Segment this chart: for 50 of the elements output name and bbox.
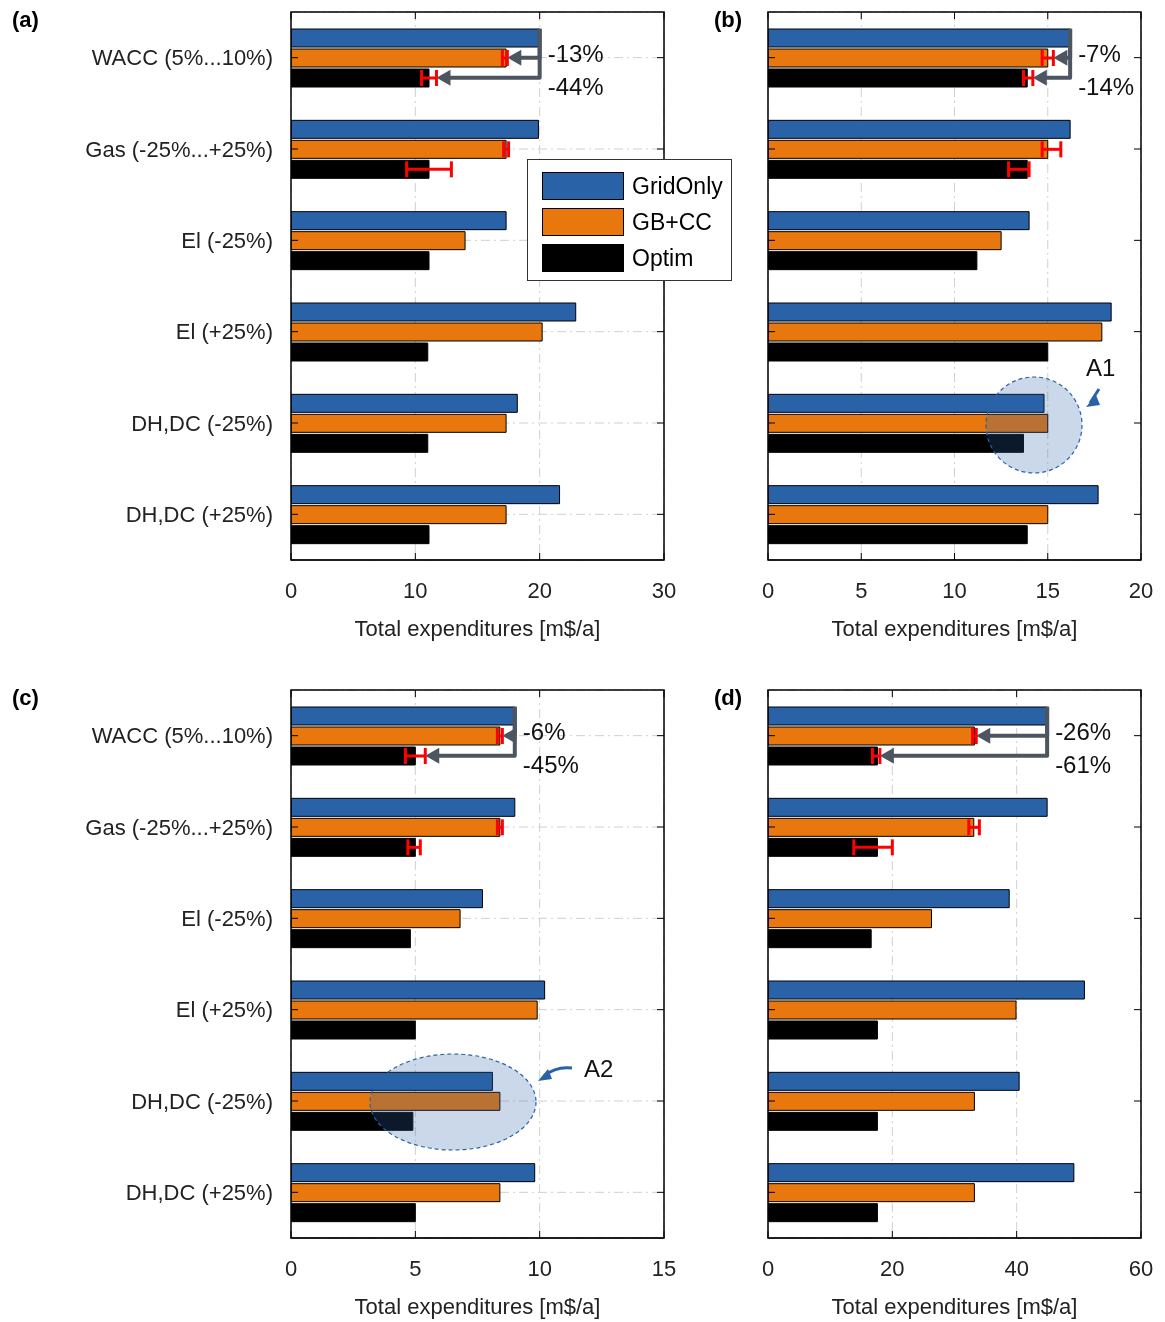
annotation: A1: [1086, 353, 1116, 381]
y-tick-label: El (+25%): [175, 997, 273, 1023]
x-tick-label: 15: [651, 1255, 677, 1281]
x-tick-label: 10: [942, 577, 967, 603]
x-tick-label: 20: [1128, 577, 1154, 603]
legend-label: GridOnly: [632, 172, 723, 200]
annotation: -45%: [522, 751, 579, 779]
x-tick-label: 0: [284, 577, 298, 603]
x-tick-label: 10: [403, 577, 428, 603]
annotation: -14%: [1078, 73, 1135, 101]
x-axis-title: Total expenditures [m$/a]: [831, 1294, 1078, 1319]
annotation: -13%: [547, 40, 604, 68]
y-tick-label: DH,DC (-25%): [131, 1088, 273, 1114]
x-tick-label: 10: [527, 1255, 552, 1281]
y-tick-label: WACC (5%...10%): [91, 723, 273, 749]
x-axis-title: Total expenditures [m$/a]: [354, 616, 601, 641]
chart-title: (d): [714, 685, 743, 710]
y-tick-label: El (-25%): [181, 228, 273, 254]
x-tick-label: 15: [1035, 577, 1060, 603]
y-tick-label: El (-25%): [181, 906, 273, 932]
legend-label: GB+CC: [632, 208, 712, 236]
x-tick-label: 0: [284, 1255, 298, 1281]
x-tick-label: 20: [527, 577, 552, 603]
x-tick-label: 20: [880, 1255, 905, 1281]
x-tick-label: 30: [651, 577, 677, 603]
annotation: -61%: [1055, 751, 1112, 779]
x-tick-label: 0: [761, 1255, 775, 1281]
y-tick-label: DH,DC (+25%): [125, 502, 273, 528]
legend-label: Optim: [632, 244, 694, 272]
chart-title: (b): [714, 7, 743, 32]
y-tick-label: WACC (5%...10%): [91, 45, 273, 71]
x-tick-label: 5: [855, 577, 868, 603]
x-tick-label: 60: [1128, 1255, 1154, 1281]
annotation: -6%: [522, 718, 566, 746]
y-tick-label: El (+25%): [175, 319, 273, 345]
y-tick-label: DH,DC (-25%): [131, 410, 273, 436]
y-tick-label: Gas (-25%...+25%): [85, 814, 273, 840]
x-axis-title: Total expenditures [m$/a]: [831, 616, 1078, 641]
text: (c): [12, 685, 39, 710]
annotation: -26%: [1055, 718, 1112, 746]
x-tick-label: 40: [1004, 1255, 1029, 1281]
annotation: -44%: [547, 73, 604, 101]
text: (a): [12, 7, 39, 32]
x-axis-title: Total expenditures [m$/a]: [354, 1294, 601, 1319]
y-tick-label: DH,DC (+25%): [125, 1180, 273, 1206]
y-tick-label: Gas (-25%...+25%): [85, 136, 273, 162]
annotation: A2: [584, 1054, 614, 1082]
annotation: -7%: [1078, 40, 1121, 68]
x-tick-label: 5: [409, 1255, 422, 1281]
x-tick-label: 0: [761, 577, 775, 603]
